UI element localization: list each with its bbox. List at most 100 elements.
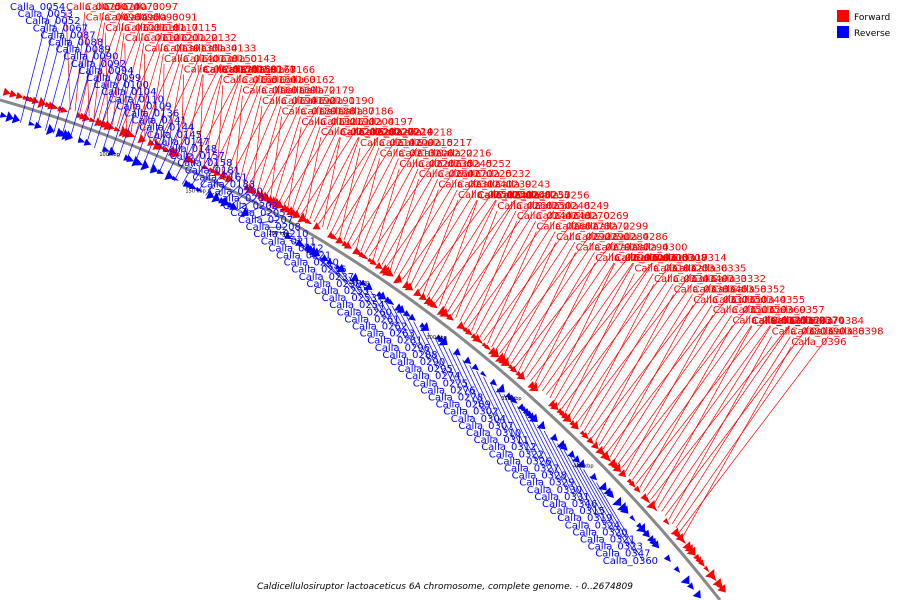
forward-gene-label: Calla_0246	[535, 201, 590, 212]
forward-gene	[107, 122, 115, 130]
forward-gene-label: Calla_0355	[750, 295, 805, 306]
forward-gene	[633, 485, 641, 493]
forward-gene	[385, 269, 394, 277]
reverse-gene	[692, 589, 701, 599]
reverse-leader-line	[523, 412, 560, 483]
forward-gene-label: Calla_0350	[712, 295, 767, 306]
forward-leader-line	[352, 147, 417, 246]
forward-gene	[404, 282, 414, 291]
forward-leader-line	[121, 32, 163, 129]
forward-gene-label: Calla_0357	[770, 305, 825, 316]
forward-leader-line	[84, 11, 124, 115]
forward-gene-label: Calla_0235	[418, 159, 473, 170]
reverse-leader-line	[427, 332, 454, 384]
reverse-gene-label: Calla_0281	[367, 336, 422, 347]
forward-gene-label: Calla_0166	[260, 65, 315, 76]
reverse-leader-line	[110, 84, 134, 155]
forward-gene-label: Calla_0122	[163, 33, 218, 44]
reverse-gene-label: Calla_0312	[481, 442, 536, 453]
reverse-gene-label: Calla_0089	[56, 45, 111, 56]
forward-leader-line	[364, 158, 418, 254]
forward-gene-label: Calla_0245	[437, 159, 492, 170]
reverse-gene-label: Calla_0145	[147, 130, 202, 141]
forward-gene-label: Calla_0370	[789, 316, 844, 327]
reverse-leader-line	[94, 70, 119, 148]
reverse-leader-line	[341, 271, 362, 299]
reverse-gene	[572, 455, 580, 463]
forward-gene-label: Calla_0223	[340, 128, 395, 139]
reverse-leader-line	[44, 28, 74, 131]
reverse-gene	[298, 242, 307, 248]
forward-leader-line	[305, 137, 322, 217]
reverse-leader-line	[489, 382, 522, 448]
reverse-leader-line	[205, 170, 226, 196]
reverse-gene	[350, 272, 359, 282]
forward-leader-line	[650, 325, 790, 500]
forward-leader-line	[356, 158, 380, 249]
forward-leader-line	[598, 294, 693, 446]
forward-leader-line	[339, 147, 361, 238]
forward-leader-line	[234, 95, 243, 179]
forward-gene	[412, 288, 422, 297]
reverse-gene	[598, 481, 607, 491]
reverse-leader-line	[20, 6, 51, 123]
forward-leader-line	[373, 168, 400, 260]
reverse-gene	[364, 282, 373, 290]
forward-gene-label: Calla_0358	[711, 284, 766, 295]
map-caption: Caldicellulosiruptor lactoaceticus 6A ch…	[257, 582, 633, 592]
forward-gene-label: Calla_0219	[378, 128, 433, 139]
reverse-leader-line	[355, 281, 378, 313]
forward-leader-line	[385, 168, 457, 268]
forward-gene-label: Calla_0155	[203, 64, 258, 75]
forward-gene-label: Calla_0335	[691, 264, 746, 275]
scale-ticks: 100 kbp 150 kbp 200 kbp 250 kbp 300 kbp 350 k…	[99, 152, 593, 469]
forward-leader-line	[522, 252, 595, 374]
forward-gene-label: Calla_0252	[456, 159, 511, 170]
forward-leader-line	[542, 262, 634, 392]
chromosome-backbone	[0, 98, 722, 600]
reverse-leader-line	[384, 300, 408, 341]
reverse-gene	[641, 529, 650, 538]
forward-gene-label: Calla_0292	[556, 232, 611, 243]
forward-leader-line	[377, 168, 419, 263]
reverse-leader-line	[469, 365, 499, 427]
forward-leader-line	[587, 283, 693, 435]
forward-gene-label: Calla_0337	[693, 295, 748, 306]
reverse-gene-label: Calla_0329	[519, 478, 574, 489]
forward-gene-label: Calla_0075	[66, 2, 121, 13]
forward-leader-line	[309, 137, 341, 220]
reverse-leader-line	[589, 475, 636, 554]
forward-leader-line	[572, 273, 673, 420]
reverse-gene-label: Calla_0323	[588, 542, 643, 553]
reverse-gene	[156, 168, 165, 175]
forward-leader-line	[112, 32, 125, 125]
reverse-leader-line	[391, 305, 416, 348]
forward-gene-label: Calla_0167	[241, 65, 296, 76]
reverse-gene-label: Calla_0157	[170, 151, 225, 162]
reverse-leader-line	[413, 321, 438, 370]
forward-leader-line	[467, 210, 555, 328]
forward-gene	[60, 106, 68, 113]
reverse-leader-line	[496, 388, 530, 455]
forward-gene-label: Calla_0228	[340, 127, 395, 138]
forward-leader-line	[439, 200, 478, 307]
reverse-gene-label: Calla_0320	[572, 527, 627, 538]
reverse-leader-line	[583, 469, 628, 547]
reverse-gene-label: Calla_0240	[284, 258, 339, 269]
forward-gene-label: Calla_0191	[300, 96, 355, 107]
reverse-gene-label: Calla_0100	[94, 80, 149, 91]
reverse-leader-line	[53, 35, 81, 134]
forward-leader-line	[368, 158, 437, 257]
forward-gene-label: Calla_0164	[242, 75, 297, 86]
forward-leader-line	[313, 137, 359, 223]
forward-gene-label: Calla_0257	[515, 190, 570, 201]
forward-leader-line	[265, 105, 320, 196]
forward-leader-line	[639, 325, 733, 488]
reverse-gene	[211, 192, 221, 203]
forward-gene-label: Calla_0398	[828, 326, 883, 337]
forward-gene-label: Calla_0162	[280, 75, 335, 86]
forward-leader-line	[553, 263, 635, 402]
reverse-leader-line	[596, 482, 644, 561]
forward-gene-label: Calla_0188	[301, 106, 356, 117]
reverse-gene-label: Calla_0144	[139, 123, 194, 134]
